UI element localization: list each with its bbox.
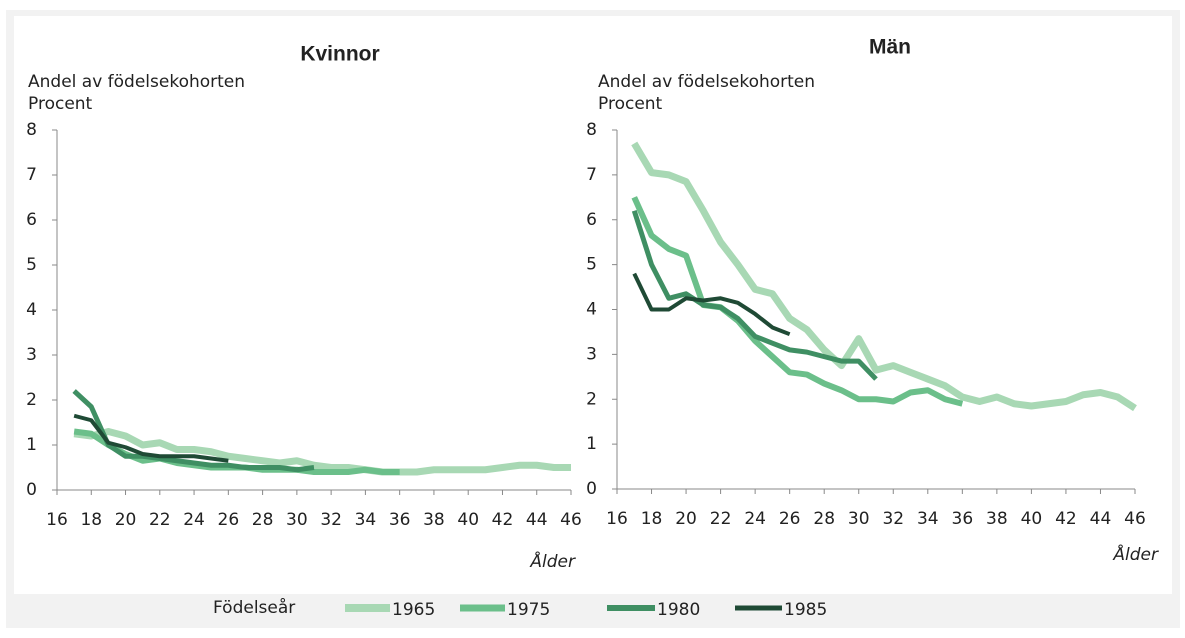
series-line: 1980 — [631, 210, 878, 381]
y-tick-label: 7 — [586, 165, 597, 185]
x-tick-label: 44 — [526, 510, 548, 530]
legend-label: 1965 — [392, 600, 435, 620]
series-line: 1965 — [631, 141, 1137, 412]
legend-title: Födelseår — [213, 597, 295, 618]
x-tick-label: 30 — [848, 509, 870, 529]
x-tick-label: 16 — [606, 509, 628, 529]
y-axis-unit: Procent — [598, 94, 663, 114]
y-tick-label: 4 — [26, 300, 37, 320]
x-tick-label: 18 — [80, 510, 102, 530]
x-tick-label: 40 — [457, 510, 479, 530]
y-tick-label: 5 — [26, 255, 37, 275]
x-tick-label: 28 — [252, 510, 274, 530]
x-tick-label: 34 — [355, 510, 377, 530]
legend-label: 1975 — [507, 600, 550, 620]
x-tick-label: 22 — [710, 509, 732, 529]
x-tick-label: 46 — [1124, 509, 1146, 529]
x-tick-label: 34 — [917, 509, 939, 529]
y-axis-unit: Procent — [28, 94, 93, 114]
series-line — [73, 413, 229, 463]
y-tick-label: 5 — [586, 255, 597, 275]
x-tick-label: 32 — [320, 510, 342, 530]
y-axis-label: Andel av födelsekohorten — [598, 72, 815, 92]
x-tick-label: 46 — [560, 510, 582, 530]
x-tick-label: 26 — [779, 509, 801, 529]
x-tick-label: 40 — [1021, 509, 1043, 529]
y-tick-label: 6 — [26, 210, 37, 230]
x-tick-label: 44 — [1090, 509, 1112, 529]
chart-title: Kvinnor — [300, 43, 379, 66]
x-tick-label: 38 — [986, 509, 1008, 529]
series-line — [72, 389, 315, 473]
x-tick-label: 16 — [46, 510, 68, 530]
x-tick-label: 30 — [286, 510, 308, 530]
x-tick-label: 22 — [149, 510, 171, 530]
y-tick-label: 8 — [26, 120, 37, 140]
x-tick-label: 20 — [115, 510, 137, 530]
legend-label: 1985 — [784, 600, 827, 620]
y-tick-label: 3 — [586, 344, 597, 364]
y-tick-label: 0 — [586, 479, 597, 499]
panel — [14, 16, 1172, 594]
x-tick-label: 36 — [389, 510, 411, 530]
y-tick-label: 8 — [586, 120, 597, 140]
y-axis-label: Andel av födelsekohorten — [28, 72, 245, 92]
y-tick-label: 7 — [26, 165, 37, 185]
y-tick-label: 2 — [586, 389, 597, 409]
x-tick-label: 36 — [952, 509, 974, 529]
series-line: 1985 — [632, 272, 791, 337]
x-tick-label: 28 — [813, 509, 835, 529]
y-tick-label: 6 — [586, 210, 597, 230]
chart-title: Män — [869, 36, 911, 59]
legend-label: 1980 — [657, 600, 700, 620]
x-axis-label: Ålder — [529, 550, 576, 572]
x-tick-label: 26 — [218, 510, 240, 530]
y-tick-label: 1 — [586, 434, 597, 454]
y-tick-label: 0 — [26, 480, 37, 500]
x-axis-label: Ålder — [1112, 543, 1159, 565]
x-tick-label: 24 — [183, 510, 205, 530]
x-tick-label: 42 — [492, 510, 514, 530]
x-tick-label: 38 — [423, 510, 445, 530]
x-tick-label: 32 — [882, 509, 904, 529]
series-line — [73, 428, 571, 476]
x-tick-label: 24 — [744, 509, 766, 529]
x-tick-label: 20 — [675, 509, 697, 529]
x-tick-label: 42 — [1055, 509, 1077, 529]
y-tick-label: 2 — [26, 390, 37, 410]
y-tick-label: 4 — [586, 300, 597, 320]
x-tick-label: 18 — [641, 509, 663, 529]
y-tick-label: 1 — [26, 435, 37, 455]
series-line: 1975 — [631, 196, 964, 407]
y-tick-label: 3 — [26, 345, 37, 365]
